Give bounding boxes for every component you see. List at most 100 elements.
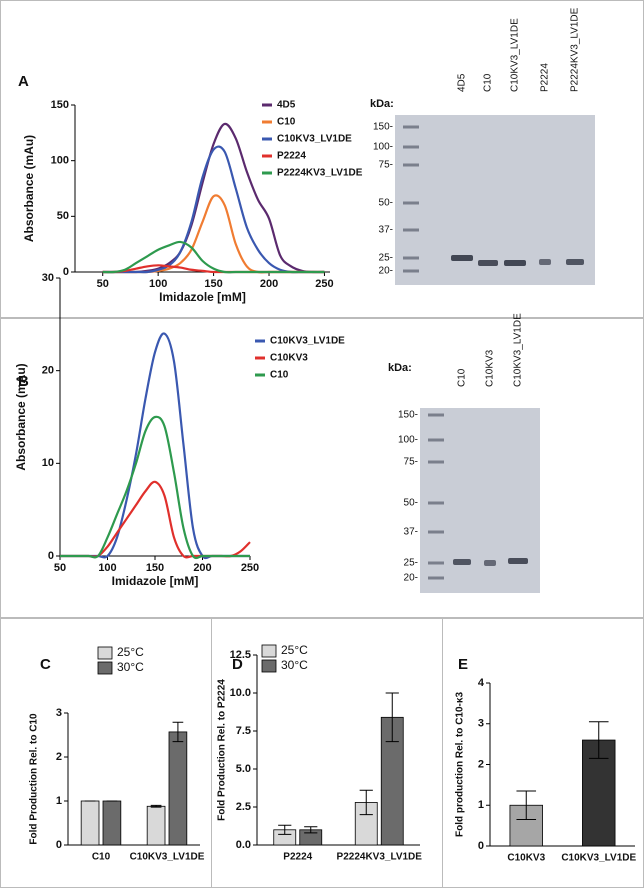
lane-label: C10KV3 — [485, 349, 496, 387]
panel-label: D — [232, 656, 243, 673]
legend-label: C10 — [277, 117, 296, 128]
protein-band — [566, 259, 584, 265]
lane-label: C10 — [483, 73, 494, 92]
error-bar — [516, 790, 537, 821]
gel-image — [395, 115, 595, 285]
legend-label: C10KV3 — [270, 353, 308, 364]
legend-label: C10 — [270, 370, 289, 381]
curve — [60, 415, 250, 560]
x-tick-label: 100 — [149, 278, 167, 290]
ladder-band — [403, 125, 419, 129]
legend-label: P2224 — [277, 151, 306, 162]
legend-swatch — [97, 661, 113, 675]
x-tick-label: 100 — [98, 562, 116, 574]
curve — [102, 240, 325, 274]
error-bar — [359, 789, 373, 816]
panel-label: C — [40, 656, 51, 673]
legend-label: 25°C — [281, 643, 308, 657]
error-bar — [588, 721, 609, 759]
bar — [168, 731, 188, 846]
curve — [60, 332, 250, 560]
ladder-band — [428, 561, 444, 565]
y-axis-label: Fold Production Rel. to P2224 — [217, 679, 228, 821]
legend-label: C10KV3_LV1DE — [270, 336, 345, 347]
x-tick-label: 200 — [260, 278, 278, 290]
marker-label: 75- — [379, 160, 393, 171]
gel-unit: kDa: — [388, 362, 412, 374]
curve — [102, 194, 325, 274]
ladder-band — [428, 530, 444, 534]
panel-label: B — [18, 373, 29, 390]
ladder-band — [428, 413, 444, 417]
y-tick-label: 0 — [56, 839, 62, 851]
y-tick-label: 0 — [63, 266, 69, 278]
marker-label: 100- — [373, 142, 393, 153]
y-tick-label: 1 — [56, 795, 62, 807]
legend-label: 25°C — [117, 645, 144, 659]
lane-label: P2224KV3_LV1DE — [570, 7, 581, 92]
legend-label: 4D5 — [277, 100, 296, 111]
y-tick-label: 30 — [42, 272, 54, 284]
lane-label: C10KV3_LV1DE — [513, 313, 524, 387]
y-tick-label: 10 — [42, 457, 54, 469]
lane-label: C10KV3_LV1DE — [510, 18, 521, 92]
x-axis-label: Imidazole [mM] — [159, 290, 246, 304]
protein-band — [453, 559, 471, 565]
legend-label: P2224KV3_LV1DE — [277, 168, 363, 179]
protein-band — [484, 560, 496, 566]
y-tick-label: 20 — [42, 365, 54, 377]
y-axis-label: Absorbance (mAu) — [22, 135, 36, 242]
x-tick-label: C10KV3_LV1DE — [561, 853, 636, 864]
y-axis-label: Absorbance (mAu) — [14, 363, 28, 470]
error-bar — [172, 721, 184, 743]
marker-label: 25- — [404, 558, 418, 569]
error-bar — [385, 692, 399, 743]
ladder-band — [428, 460, 444, 464]
protein-band — [478, 260, 498, 266]
x-tick-label: P2224KV3_LV1DE — [337, 852, 423, 863]
gel-unit: kDa: — [370, 98, 394, 110]
y-tick-label: 3 — [56, 707, 62, 719]
x-tick-label: 50 — [54, 562, 66, 574]
legend-swatch — [97, 646, 113, 660]
legend-label: C10KV3_LV1DE — [277, 134, 352, 145]
ladder-band — [428, 576, 444, 580]
error-bar — [278, 824, 292, 835]
ladder-band — [403, 163, 419, 167]
legend-swatch — [261, 659, 277, 673]
y-axis-label: Fold Production Rel. to C10 — [29, 713, 40, 845]
ladder-band — [403, 256, 419, 260]
lane-label: P2224 — [540, 63, 551, 92]
y-axis-label: Fold production Rel. to C10-κ3 — [455, 692, 466, 837]
legend-swatch — [261, 644, 277, 658]
marker-label: 25- — [379, 253, 393, 264]
x-axis-label: Imidazole [mM] — [112, 574, 199, 588]
x-tick-label: 250 — [315, 278, 333, 290]
ladder-band — [403, 201, 419, 205]
x-tick-label: C10 — [92, 852, 111, 863]
marker-label: 150- — [398, 410, 418, 421]
error-bar — [150, 804, 162, 808]
legend-label: 30°C — [117, 660, 144, 674]
curve — [102, 122, 325, 274]
marker-label: 100- — [398, 435, 418, 446]
x-tick-label: C10KV3 — [507, 853, 545, 864]
y-tick-label: 0 — [48, 550, 54, 562]
panel-label: A — [18, 73, 29, 90]
gel-image — [420, 408, 540, 593]
y-tick-label: 2 — [56, 751, 62, 763]
y-tick-label: 7.5 — [236, 725, 251, 737]
x-tick-label: 50 — [97, 278, 109, 290]
y-tick-label: 0 — [478, 840, 484, 852]
marker-label: 75- — [404, 457, 418, 468]
y-tick-label: 3 — [478, 718, 484, 730]
y-tick-label: 150 — [51, 99, 69, 111]
x-tick-label: C10KV3_LV1DE — [130, 852, 205, 863]
ladder-band — [428, 438, 444, 442]
ladder-band — [403, 269, 419, 273]
lane-label: 4D5 — [457, 73, 468, 92]
marker-label: 37- — [379, 225, 393, 236]
y-tick-label: 10.0 — [230, 687, 251, 699]
error-bar — [304, 826, 318, 834]
